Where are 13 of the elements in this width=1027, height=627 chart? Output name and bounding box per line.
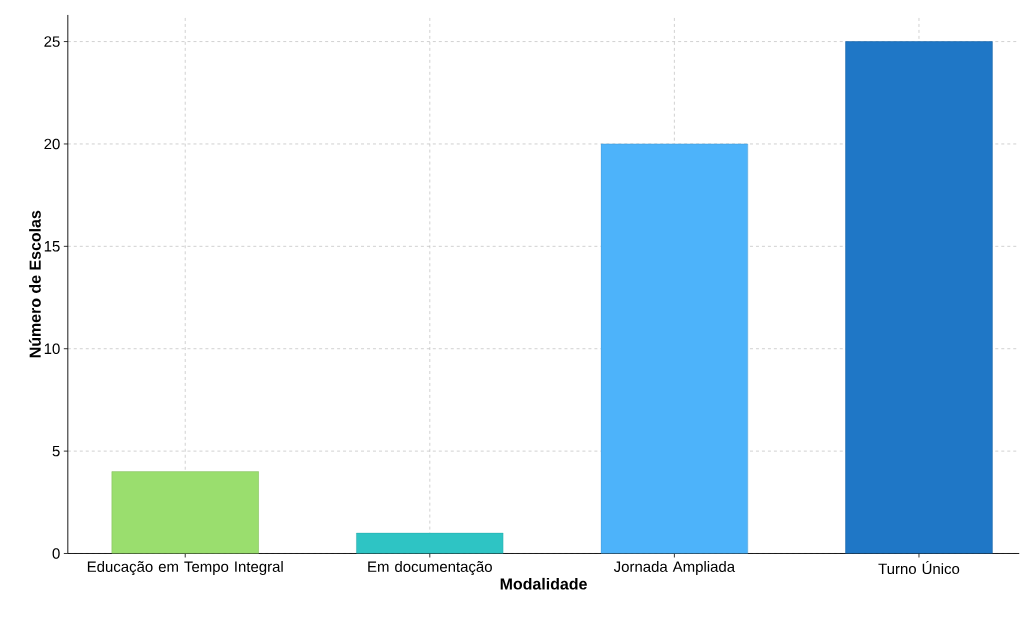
x-tick-label: Jornada Ampliada — [613, 560, 736, 575]
x-tick-label: Turno Único — [878, 560, 960, 574]
y-tick-label: 5 — [52, 445, 60, 457]
x-axis-title: Modalidade — [500, 577, 587, 590]
y-tick-label: 25 — [44, 36, 60, 47]
y-tick-label: 0 — [52, 548, 60, 559]
y-axis-title: Número de Escolas — [28, 210, 41, 358]
x-tick-label: Em documentação — [368, 560, 492, 575]
bar — [845, 41, 993, 554]
y-tick-label: 20 — [44, 138, 60, 150]
y-tick-label: 15 — [44, 240, 60, 252]
x-tick-label: Educação em Tempo Integral — [87, 560, 283, 575]
y-tick-label: 10 — [44, 343, 60, 354]
